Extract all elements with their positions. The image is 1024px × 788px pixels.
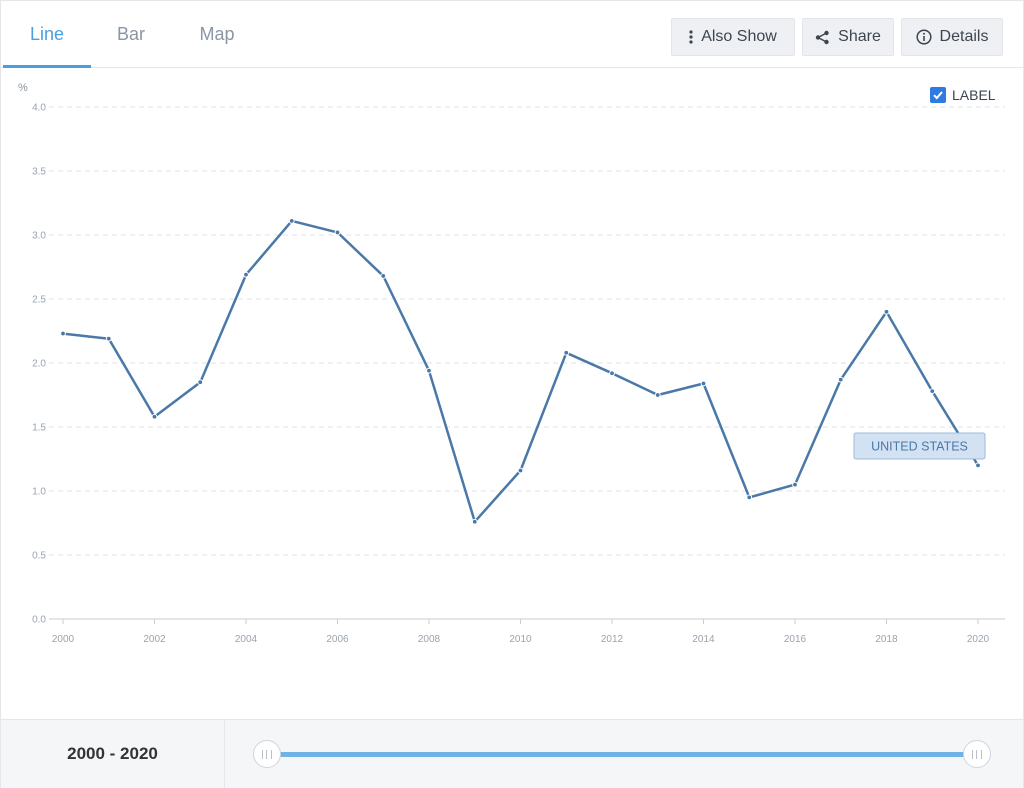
x-tick-label: 2008 [418,634,441,645]
x-tick-label: 2012 [601,634,624,645]
y-tick-label: 3.0 [32,231,46,242]
checkbox-checked-icon[interactable] [930,87,946,103]
y-tick-label: 0.0 [32,615,46,626]
x-tick-label: 2014 [692,634,715,645]
x-tick-label: 2016 [784,634,807,645]
grip-icon [262,749,272,759]
data-point [105,335,112,342]
series-label: UNITED STATES [871,440,968,454]
tab-bar[interactable]: Bar [116,24,145,44]
data-point [837,376,844,383]
details-button[interactable]: Details [901,18,1003,56]
data-point [60,330,66,337]
y-tick-label: 1.0 [32,487,46,498]
x-tick-label: 2018 [875,634,898,645]
range-start-handle[interactable] [253,740,281,768]
tab-line[interactable]: Line [3,1,91,68]
series-label-box [853,432,986,460]
y-axis-unit-label: % [18,82,28,94]
details-label: Details [939,28,989,45]
series-line [62,219,980,523]
x-tick-label: 2010 [509,634,532,645]
x-tick-label: 2002 [143,634,166,645]
info-icon [915,29,932,45]
data-point [883,308,890,315]
data-point [243,271,249,278]
data-point [929,388,936,395]
data-point [288,218,295,224]
chart-toolbar: Line Bar Map Also Show Share Details [1,1,1023,68]
y-tick-label: 2.0 [32,359,46,370]
share-icon [815,30,830,45]
data-point [334,229,341,236]
share-button[interactable]: Share [802,18,894,56]
x-tick-label: 2020 [967,634,990,645]
x-tick-label: 2006 [326,634,349,645]
y-tick-label: 0.5 [32,551,46,562]
range-end-handle[interactable] [963,740,991,768]
data-point [609,370,615,377]
x-tick-label: 2000 [52,634,75,645]
y-tick-label: 3.5 [32,167,46,178]
data-point [151,413,158,420]
label-toggle-text: LABEL [952,87,996,103]
time-range-bar: 2000 - 2020 [1,719,1023,788]
data-point [746,494,753,501]
y-tick-label: 1.5 [32,423,46,434]
line-chart: 0.0 0.5 1.0 1.5 2.0 2.5 3.0 3.5 4.0% 2000 2002 2004… [18,82,1005,645]
y-tick-label: 4.0 [32,103,46,114]
label-toggle[interactable]: LABEL [930,87,996,103]
x-tick-label: 2004 [235,634,258,645]
also-show-label: Also Show [701,28,777,45]
data-point [563,349,570,356]
data-point [380,273,387,279]
data-point [654,392,661,398]
tab-map[interactable]: Map [199,24,235,44]
data-point [517,467,524,474]
grip-icon [972,749,982,759]
range-slider-track[interactable] [267,752,979,757]
y-tick-label: 2.5 [32,295,46,306]
data-point [700,380,707,387]
data-point [197,379,204,386]
data-point [471,518,478,525]
also-show-button[interactable]: Also Show [671,18,795,56]
data-point [792,481,798,488]
share-label: Share [838,28,881,45]
data-point [975,462,981,469]
data-point [426,367,432,374]
more-vertical-icon [689,30,693,44]
range-label: 2000 - 2020 [1,720,225,788]
